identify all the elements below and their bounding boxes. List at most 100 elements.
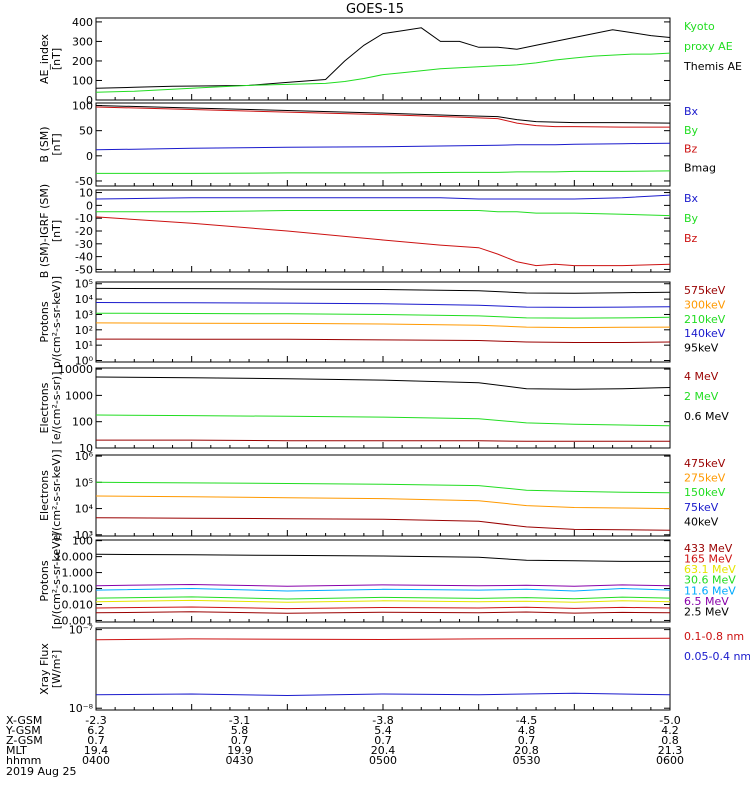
y-axis-label: [p/(cm²-s-sr-keV)] [50,533,63,630]
panel-frame [95,189,671,273]
y-tick-label: 100 [72,74,93,87]
ephemeris-value: 0.7 [87,734,105,747]
y-tick-label: 100 [72,100,93,113]
series-line-black [95,287,671,294]
y-tick-label: 0.010 [62,598,94,611]
panel-xray: 10⁻⁸ 10⁻⁷ Xray Flux [W/m²] 0.1-0.8 nm 0.05-0.… [38,624,750,716]
series-line-green [95,596,671,600]
y-tick-label: 0 [86,199,93,212]
date-label: 2019 Aug 25 [6,765,76,778]
ephemeris-value: 0.8 [661,734,679,747]
y-tick-label: 10⁻⁷ [69,624,93,637]
series-line-black [95,376,671,390]
ephemeris-value: 21.3 [658,744,683,757]
series-line-purple [95,583,671,587]
ephemeris-value: 0.7 [374,734,392,747]
legend-entry: 63.1 MeV [684,563,736,576]
y-axis-label: Electrons [38,382,51,433]
legend-entry: Kyoto [684,20,715,33]
y-tick-label: 10⁵ [75,476,93,489]
ephemeris-row-label: hhmm [6,754,41,767]
y-tick-label: 10.000 [55,551,94,564]
ephemeris-value: 5.8 [231,724,249,737]
ephemeris-row-label: X-GSM [6,714,42,727]
y-tick-label: 0.001 [62,614,94,627]
legend-entry: 475keV [684,457,726,470]
legend-entry: 140keV [684,327,726,340]
ephemeris-value: 20.8 [514,744,539,757]
y-axis-label: e/(cm²-s-sr-keV)] [50,450,63,542]
ephemeris-value: 0.7 [518,734,536,747]
series-line-orange [95,495,671,510]
legend-entry: Bx [684,105,699,118]
legend-entry: 2 MeV [684,390,719,403]
series-line-darkred [96,439,670,442]
legend-entry: 0.05-0.4 nm [684,650,750,663]
legend-entry: 11.6 MeV [684,584,736,597]
ephemeris-row-label: MLT [6,744,27,757]
y-axis-label: [nT] [50,48,63,70]
ephemeris-value: -3.8 [372,714,393,727]
y-tick-label: 10⁵ [75,278,93,291]
series-line-green [96,210,671,217]
y-tick-label: 10⁶ [75,450,94,463]
series-line-darkred [95,338,671,343]
series-line-red [95,606,671,610]
series-line-blue [95,142,671,151]
y-axis-label: Protons [38,560,51,601]
ephemeris-value: 5.4 [374,724,392,737]
y-tick-label: 10 [79,187,93,200]
panel-electrons_mev: 10 100 1000 10000 Electrons [e/(cm²-s-sr)] 4 M… [38,363,729,455]
legend-entry: 0.6 MeV [684,410,729,423]
series-line-black [95,105,671,124]
legend-entry: 433 MeV [684,542,733,555]
y-tick-label: -30 [75,238,93,251]
y-tick-label: 10³ [75,529,93,542]
y-tick-label: 10² [75,324,93,337]
panel-frame [95,539,671,623]
y-axis-label: [W/m²] [50,650,63,688]
panel-electrons_kev: 10³ 10⁴ 10⁵ 10⁶ Electrons e/(cm²-s-sr-keV)] 47… [38,450,726,542]
panel-bsm: -50 0 50 100 B (SM) [nT] Bx By Bz Bmag [38,100,716,188]
y-tick-label: 0.100 [62,583,94,596]
y-tick-label: -20 [75,225,93,238]
panel-frame [95,17,671,101]
series-line-blue [95,692,671,697]
panel-frame [95,454,671,537]
y-tick-label: 10⁴ [75,293,94,306]
series-line-red [95,637,671,641]
y-tick-label: 10¹ [75,339,93,352]
ephemeris-row-label: Z-GSM [6,734,43,747]
y-tick-label: 10000 [58,363,93,376]
series-line-blue [95,194,671,200]
ephemeris-value: 4.8 [518,724,536,737]
legend-entry: 2.5 MeV [684,605,729,618]
legend-entry: 95keV [684,342,719,355]
series-line-cyan [95,587,671,592]
ephemeris-value: -4.5 [516,714,537,727]
y-tick-label: -50 [75,175,93,188]
y-tick-label: 100 [72,416,93,429]
series-line-darkred [95,517,671,531]
ephemeris-value: 4.2 [661,724,679,737]
legend-entry: Bz [684,143,698,156]
series-line-black [95,27,671,89]
legend-entry: 210keV [684,313,726,326]
ephemeris-value: 6.2 [87,724,105,737]
ephemeris-value: -3.1 [229,714,250,727]
series-line-yellow [95,599,671,603]
ephemeris-value: 0530 [513,754,541,767]
ephemeris-value: 19.9 [227,744,252,757]
legend-entry: 4 MeV [684,370,719,383]
series-line-orange [95,322,671,329]
series-line-darkred [95,611,671,614]
ephemeris-table: X-GSMY-GSMZ-GSMMLThhmm-2.36.20.719.40400… [5,714,684,767]
y-axis-label: B (SM)-IGRF (SM) [38,184,51,278]
y-tick-label: -40 [75,251,93,264]
ephemeris-value: -5.0 [659,714,680,727]
y-axis-label: [e/(cm²-s-sr)] [50,372,63,445]
legend-entry: 40keV [684,515,719,528]
panel-protons_low: 10⁰ 10¹ 10² 10³ 10⁴ 10⁵ Protons p/(cm²-s-sr-keV… [38,276,726,368]
